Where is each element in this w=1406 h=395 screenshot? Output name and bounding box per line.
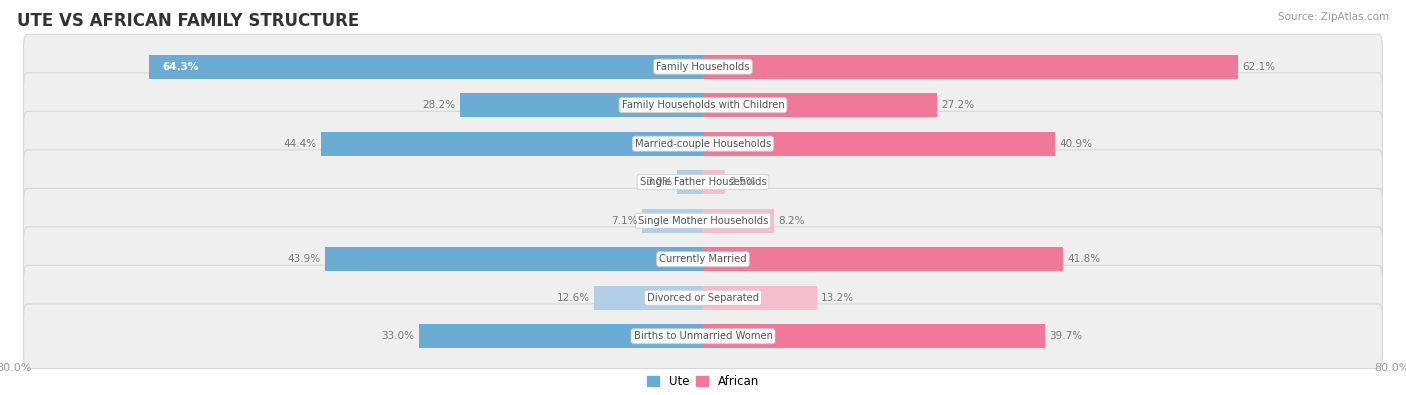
Bar	[703, 132, 1056, 156]
Bar	[703, 286, 817, 310]
FancyBboxPatch shape	[24, 227, 1382, 292]
FancyBboxPatch shape	[24, 265, 1382, 330]
Bar	[703, 93, 938, 117]
Text: 64.3%: 64.3%	[162, 62, 198, 71]
Bar	[703, 170, 724, 194]
FancyBboxPatch shape	[24, 73, 1382, 137]
Text: Family Households: Family Households	[657, 62, 749, 71]
Text: 27.2%: 27.2%	[942, 100, 974, 110]
FancyBboxPatch shape	[24, 34, 1382, 99]
FancyBboxPatch shape	[24, 111, 1382, 176]
Text: Divorced or Separated: Divorced or Separated	[647, 293, 759, 303]
Bar	[325, 247, 703, 271]
Text: 33.0%: 33.0%	[381, 331, 415, 341]
Text: Family Households with Children: Family Households with Children	[621, 100, 785, 110]
Text: Single Mother Households: Single Mother Households	[638, 216, 768, 226]
FancyBboxPatch shape	[24, 304, 1382, 369]
Text: 40.9%: 40.9%	[1060, 139, 1092, 149]
Bar	[703, 247, 1063, 271]
Bar	[419, 324, 703, 348]
Text: 41.8%: 41.8%	[1067, 254, 1101, 264]
Text: 7.1%: 7.1%	[612, 216, 637, 226]
Text: Married-couple Households: Married-couple Households	[636, 139, 770, 149]
Text: 43.9%: 43.9%	[287, 254, 321, 264]
Text: 44.4%: 44.4%	[283, 139, 316, 149]
Bar	[678, 170, 703, 194]
Bar	[321, 132, 703, 156]
Legend: Ute, African: Ute, African	[643, 370, 763, 393]
Bar	[460, 93, 703, 117]
Bar	[643, 209, 703, 233]
Bar	[703, 209, 773, 233]
Bar	[703, 55, 1237, 79]
Text: 62.1%: 62.1%	[1241, 62, 1275, 71]
Text: 39.7%: 39.7%	[1049, 331, 1083, 341]
Text: Single Father Households: Single Father Households	[640, 177, 766, 187]
Bar	[595, 286, 703, 310]
Text: 3.0%: 3.0%	[647, 177, 673, 187]
FancyBboxPatch shape	[24, 150, 1382, 214]
Text: 28.2%: 28.2%	[423, 100, 456, 110]
Text: 8.2%: 8.2%	[778, 216, 804, 226]
Bar	[149, 55, 703, 79]
Text: 12.6%: 12.6%	[557, 293, 591, 303]
Text: UTE VS AFRICAN FAMILY STRUCTURE: UTE VS AFRICAN FAMILY STRUCTURE	[17, 12, 359, 30]
Text: 13.2%: 13.2%	[821, 293, 853, 303]
Text: Currently Married: Currently Married	[659, 254, 747, 264]
Text: Source: ZipAtlas.com: Source: ZipAtlas.com	[1278, 12, 1389, 22]
Text: Births to Unmarried Women: Births to Unmarried Women	[634, 331, 772, 341]
FancyBboxPatch shape	[24, 188, 1382, 253]
Text: 2.5%: 2.5%	[728, 177, 755, 187]
Bar	[703, 324, 1045, 348]
